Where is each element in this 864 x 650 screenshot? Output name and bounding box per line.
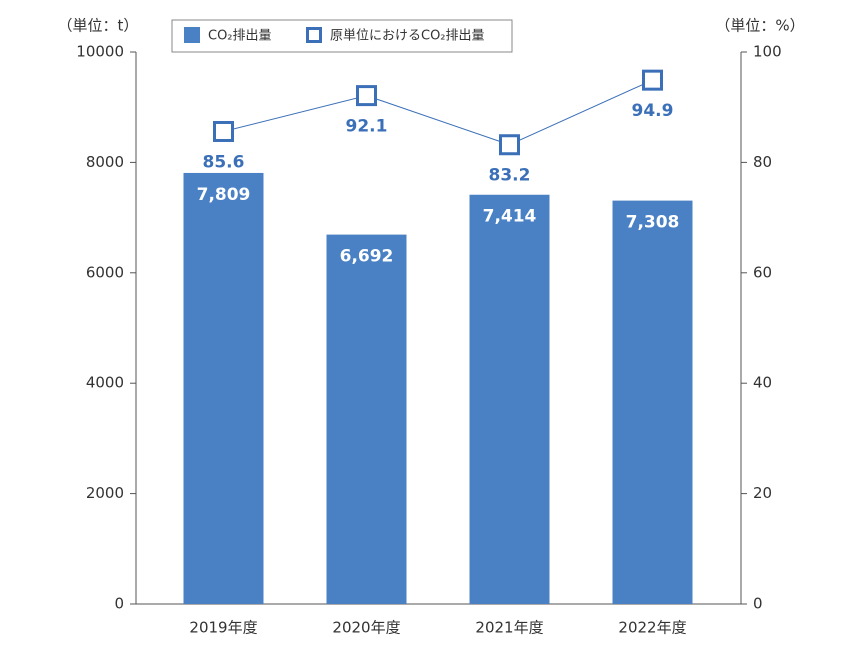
line-marker: [356, 85, 377, 107]
line-value-label: 85.6: [203, 152, 245, 172]
x-tick-label: 2020年度: [332, 619, 400, 637]
line-marker: [642, 69, 663, 91]
bar: [183, 172, 264, 604]
y2-tick-label: 80: [753, 153, 772, 171]
bar-value-label: 7,809: [197, 185, 251, 205]
bar-value-label: 7,414: [483, 207, 537, 227]
legend-box: [171, 19, 513, 53]
line-marker: [213, 120, 234, 142]
y2-axis-label: （単位：%）: [715, 17, 804, 35]
line-marker: [499, 134, 520, 156]
legend-label: 原単位におけるCO₂排出量: [330, 28, 485, 44]
line-value-label: 94.9: [632, 101, 674, 121]
x-tick-label: 2022年度: [618, 619, 686, 637]
bar-value-label: 7,308: [626, 213, 680, 233]
y2-tick-label: 0: [753, 595, 763, 613]
y2-tick-label: 40: [753, 374, 772, 392]
y2-tick-label: 100: [753, 43, 782, 61]
legend-swatch: [306, 27, 322, 43]
y-tick-label: 8000: [86, 153, 124, 171]
bar-value-label: 6,692: [340, 247, 394, 267]
legend-swatch: [184, 27, 200, 43]
y2-tick-label: 60: [753, 263, 772, 281]
y-axis-label: （単位：t）: [58, 17, 139, 35]
y-tick-label: 2000: [86, 484, 124, 502]
line-value-label: 83.2: [489, 166, 531, 186]
y-tick-label: 0: [114, 595, 124, 613]
bar: [469, 194, 550, 604]
line-value-label: 92.1: [346, 117, 388, 137]
line: [223, 79, 653, 146]
legend-label: CO₂排出量: [208, 29, 272, 44]
y-tick-label: 10000: [76, 43, 124, 61]
x-tick-label: 2021年度: [475, 619, 543, 637]
y-tick-label: 4000: [86, 374, 124, 392]
y2-tick-label: 20: [753, 484, 772, 502]
bar: [326, 234, 407, 604]
x-tick-label: 2019年度: [189, 619, 257, 637]
bar: [612, 200, 693, 605]
y-tick-label: 6000: [86, 263, 124, 281]
